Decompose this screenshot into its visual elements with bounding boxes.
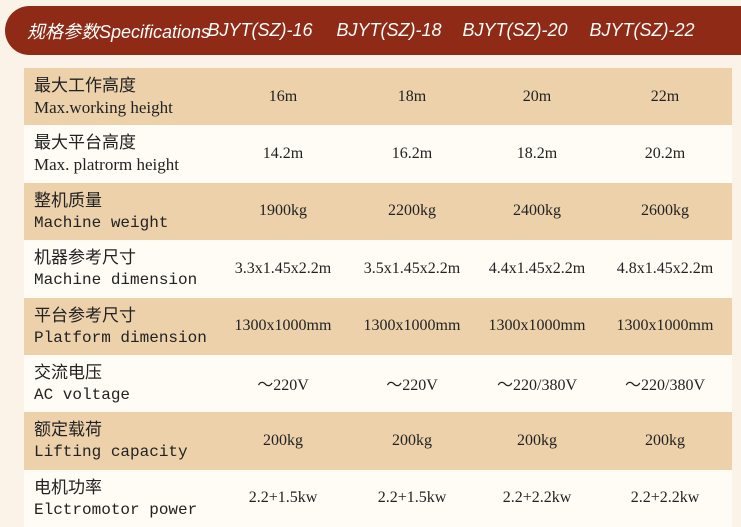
table-row: 平台参考尺寸 Platform dimension 1300x1000mm 1300x… [24, 297, 732, 355]
cell-value: 4.4x1.45x2.2m [488, 259, 586, 277]
cell-value: 200kg [263, 431, 303, 449]
model-header-22: BJYT(SZ)-22 [589, 20, 695, 40]
cell-value: 1300x1000mm [234, 317, 332, 335]
row-label: 交流电压 AC voltage [34, 362, 130, 406]
row-label: 整机质量 Machine weight [34, 190, 168, 234]
row-label-en: AC voltage [34, 385, 131, 404]
row-label-zh: 机器参考尺寸 [34, 248, 136, 268]
table-row: 最大平台高度 Max. platrorm height 14.2m 16.2m 18.2… [24, 125, 732, 183]
cell-value: 2.2+2.2kw [630, 489, 700, 507]
row-label: 电机功率 Elctromotor power [34, 477, 197, 521]
row-label-en: Elctromotor power [34, 500, 198, 519]
cell-value: ～220/380V [496, 377, 578, 395]
row-label: 最大工作高度 Max.working height [34, 75, 173, 119]
cell-value: 1900kg [259, 202, 307, 220]
model-header-20: BJYT(SZ)-20 [462, 20, 568, 40]
cell-value: 22m [650, 87, 680, 105]
row-label: 最大平台高度 Max. platrorm height [34, 132, 179, 176]
row-label-en: Machine dimension [34, 271, 198, 290]
cell-value: 4.8x1.45x2.2m [616, 259, 714, 277]
row-label-zh: 最大工作高度 [34, 76, 136, 95]
cell-value: 18m [397, 87, 427, 105]
table-row: 交流电压 AC voltage ～220V ～220V ～220/380V ～220/38… [24, 354, 732, 413]
cell-value: 200kg [517, 431, 557, 449]
cell-value: 18.2m [516, 144, 558, 162]
model-header-18: BJYT(SZ)-18 [336, 20, 442, 40]
cell-value: 2200kg [388, 202, 436, 220]
table-row: 额定载荷 Lifting capacity 200kg 200kg 200kg 200kg [24, 412, 732, 470]
cell-value: 16.2m [391, 144, 433, 162]
row-label-en: Lifting capacity [34, 443, 188, 462]
cell-value: 20m [522, 87, 552, 105]
cell-value: ～220V [386, 377, 438, 395]
cell-value: 3.3x1.45x2.2m [234, 259, 332, 277]
cell-value: 2600kg [641, 202, 689, 220]
row-label-zh: 电机功率 [34, 477, 102, 497]
cell-value: 1300x1000mm [488, 317, 586, 335]
cell-value: 200kg [645, 431, 685, 449]
table-row: 机器参考尺寸 Machine dimension 3.3x1.45x2.2m 3.5x… [24, 240, 732, 298]
cell-value: 2.2+2.2kw [502, 489, 572, 507]
row-label: 机器参考尺寸 Machine dimension [34, 247, 197, 291]
row-label-zh: 最大平台高度 [34, 133, 136, 153]
spec-table: 最大工作高度 Max.working height 16m 18m 20m 22m 最大平台… [24, 68, 732, 527]
cell-value: 1300x1000mm [616, 317, 714, 335]
cell-value: 3.5x1.45x2.2m [363, 259, 461, 277]
table-row: 整机质量 Machine weight 1900kg 2200kg 2400kg 2600… [24, 182, 732, 241]
row-label: 额定载荷 Lifting capacity [34, 419, 188, 463]
cell-value: 200kg [392, 431, 432, 449]
row-label-zh: 额定载荷 [34, 420, 102, 440]
row-label-zh: 平台参考尺寸 [34, 305, 136, 325]
table-row: 电机功率 Elctromotor power 2.2+1.5kw 2.2+1.5kw 2… [24, 469, 732, 527]
cell-value: ～220V [257, 377, 309, 395]
cell-value: 2.2+1.5kw [377, 489, 447, 507]
spec-title: 规格参数Specifications [27, 21, 211, 42]
cell-value: 20.2m [644, 144, 686, 162]
row-label: 平台参考尺寸 Platform dimension [34, 305, 207, 349]
cell-value: 1300x1000mm [363, 317, 461, 335]
row-label-en: Max.working height [34, 98, 173, 117]
cell-value: 2.2+1.5kw [248, 489, 318, 507]
table-row: 最大工作高度 Max.working height 16m 18m 20m 22m [24, 68, 732, 126]
row-label-en: Max. platrorm height [34, 155, 179, 175]
model-header-16: BJYT(SZ)-16 [207, 20, 313, 40]
row-label-zh: 整机质量 [34, 190, 102, 210]
cell-value: 14.2m [262, 144, 304, 162]
cell-value: ～220/380V [624, 377, 706, 395]
cell-value: 16m [268, 87, 298, 105]
cell-value: 2400kg [513, 202, 561, 220]
row-label-en: Machine weight [34, 213, 169, 232]
row-label-zh: 交流电压 [34, 362, 102, 382]
spec-header: 规格参数Specifications BJYT(SZ)-16 BJYT(SZ)-… [5, 6, 741, 55]
row-label-en: Platform dimension [34, 328, 207, 347]
